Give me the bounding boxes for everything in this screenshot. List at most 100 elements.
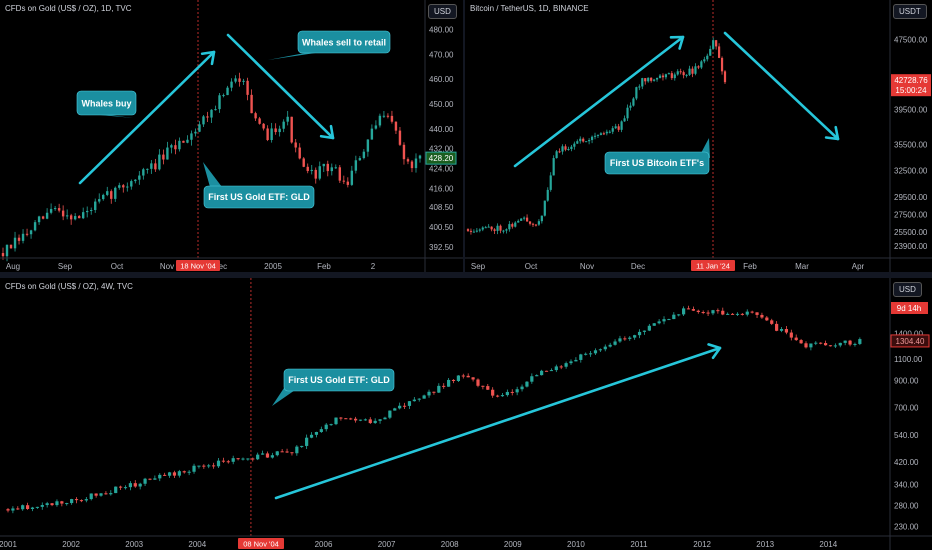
x-tick-label: Mar — [795, 262, 809, 271]
candle-body — [559, 366, 563, 368]
etf-date-tag: 08 Nov '04 — [243, 540, 279, 549]
candle-body — [309, 434, 314, 438]
y-tick-label: 460.00 — [429, 75, 454, 84]
y-tick-label: 392.50 — [429, 243, 454, 252]
last-price-tag: 1304.40 — [896, 337, 925, 346]
candle-body — [77, 216, 81, 219]
candle-body — [417, 398, 421, 400]
candle-body — [685, 74, 688, 76]
gold-4w-title: CFDs on Gold (US$ / OZ), 4W, TVC — [5, 282, 133, 291]
gold-4w-currency-button[interactable]: USD — [893, 282, 922, 297]
y-tick-label: 480.00 — [429, 25, 454, 34]
candle-body — [496, 225, 499, 231]
uptrend-arrow — [78, 50, 216, 185]
candle-body — [334, 167, 337, 169]
candle-body — [37, 216, 41, 223]
btc-daily-chart[interactable]: 47500.00 39500.00 35500.00 32500.00 29500.00… — [465, 0, 932, 272]
gold-daily-title: CFDs on Gold (US$ / OZ), 1D, TVC — [5, 4, 132, 13]
candle-body — [472, 231, 476, 233]
candle-body — [94, 201, 97, 210]
gold-daily-chart[interactable]: 480.00 470.00 460.00 450.00 440.00 432.00 424.… — [0, 0, 463, 272]
y-tick-label: 23900.00 — [894, 242, 928, 251]
candle-body — [466, 229, 470, 231]
candle-body — [166, 147, 169, 160]
candle-body — [118, 185, 121, 188]
candle-body — [662, 319, 666, 322]
candle-body — [354, 160, 358, 171]
candle-body — [388, 410, 392, 418]
candle-body — [298, 147, 301, 159]
x-tick-label: Dec — [631, 262, 645, 271]
candle-body — [142, 169, 145, 176]
y-tick-label: 408.50 — [429, 203, 454, 212]
candle-body — [755, 312, 759, 315]
candle-body — [531, 223, 535, 225]
candle-body — [765, 317, 769, 321]
candle-body — [222, 95, 225, 97]
y-tick-label: 32500.00 — [894, 167, 928, 176]
candle-body — [564, 363, 568, 367]
candle-body — [274, 128, 277, 133]
candle-body — [378, 419, 382, 421]
candle-body — [53, 208, 57, 210]
candle-body — [588, 353, 593, 355]
candle-body — [740, 313, 744, 315]
candle-body — [697, 66, 700, 68]
last-price-tag-box — [425, 151, 457, 165]
candle-body — [809, 343, 813, 348]
x-tick-label: 2009 — [504, 540, 522, 549]
candle-body — [534, 224, 538, 226]
candle-body — [346, 181, 350, 185]
candle-body — [138, 175, 141, 180]
candle-body — [794, 337, 798, 341]
candle-body — [17, 237, 21, 241]
candle-body — [655, 77, 659, 80]
candle-body — [618, 338, 622, 342]
candle-body — [623, 118, 626, 122]
candle-body — [16, 508, 20, 510]
candle-body — [628, 337, 632, 339]
candle-body — [667, 73, 670, 75]
last-price-tag: 42728.76 — [894, 76, 928, 85]
candle-body — [398, 405, 402, 409]
candle-body — [647, 325, 651, 331]
downtrend-arrow — [226, 33, 335, 140]
candle-body — [858, 339, 862, 344]
candle-body — [324, 424, 328, 430]
gold-4w-panel[interactable]: 1400.00 1100.00 900.00 700.00 540.00 420.00 34… — [0, 278, 932, 550]
candle-body — [122, 185, 125, 188]
candle-body — [406, 159, 410, 162]
candle-body — [270, 455, 274, 458]
candle-body — [543, 200, 546, 216]
candle-body — [620, 121, 623, 130]
btc-daily-panel[interactable]: 47500.00 39500.00 35500.00 32500.00 29500.00… — [465, 0, 932, 272]
candle-body — [437, 385, 441, 393]
candle-body — [260, 453, 265, 455]
candle-body — [109, 493, 113, 495]
candle-body — [234, 78, 237, 82]
candle-body — [819, 342, 823, 344]
gold-4w-chart[interactable]: 1400.00 1100.00 900.00 700.00 540.00 420.00 34… — [0, 278, 932, 550]
candle-body — [525, 381, 529, 387]
candle-body — [192, 465, 196, 472]
y-tick-label: 29500.00 — [894, 193, 928, 202]
x-tick-label: Aug — [6, 262, 20, 271]
candle-body — [265, 453, 270, 458]
candle-body — [9, 244, 13, 249]
gold-daily-currency-button[interactable]: USD — [428, 4, 457, 19]
candle-body — [510, 391, 514, 393]
candle-body — [186, 139, 189, 143]
y-tick-label: 700.00 — [894, 403, 919, 412]
btc-daily-currency-button[interactable]: USDT — [893, 4, 927, 19]
long-uptrend-arrow-head — [707, 343, 722, 360]
candle-body — [398, 130, 402, 145]
gold-daily-panel[interactable]: 480.00 470.00 460.00 450.00 440.00 432.00 424.… — [0, 0, 463, 272]
candle-body — [250, 94, 253, 114]
x-tick-label: 2 — [371, 262, 376, 271]
candle-body — [123, 487, 128, 489]
candle-body — [657, 321, 661, 324]
candle-body — [696, 310, 700, 312]
candle-body — [306, 166, 309, 172]
candle-body — [138, 483, 142, 487]
candle-body — [50, 503, 54, 506]
